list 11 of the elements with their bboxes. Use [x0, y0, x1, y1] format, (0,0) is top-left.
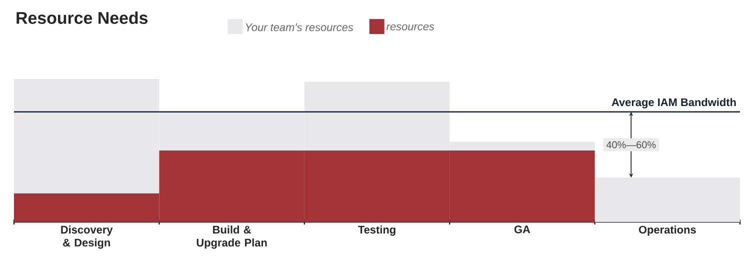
legend-label: Your team's resources [246, 24, 354, 32]
x-tick-label: Operations [638, 226, 696, 236]
chart-title: Resource Needs [16, 12, 148, 24]
x-tick-label: Build & Upgrade Plan [196, 226, 267, 249]
ref-line-label: Average IAM Bandwidth [612, 98, 736, 108]
x-tick-label: Discovery & Design [61, 226, 113, 249]
x-tick-label: Testing [358, 226, 396, 236]
x-tick-label: GA [514, 226, 530, 234]
legend-label: resources [386, 24, 434, 30]
bar [594, 178, 740, 222]
annotation: 40%—60% [606, 141, 656, 148]
